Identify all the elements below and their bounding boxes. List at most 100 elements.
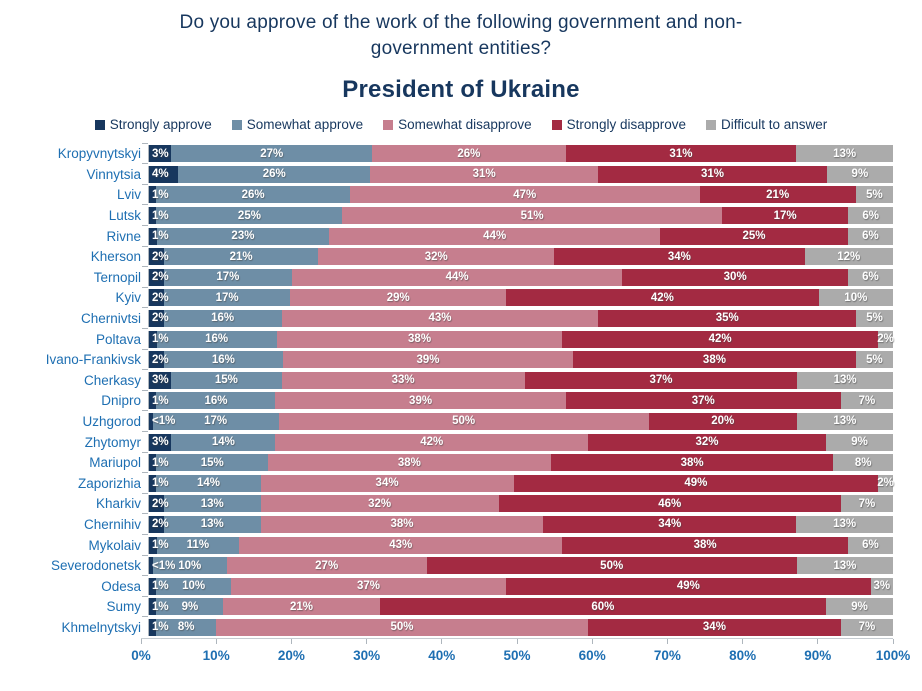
segment-label: 6% <box>862 539 879 552</box>
segment-label: 50% <box>452 415 476 428</box>
x-tick-mark <box>892 638 894 644</box>
chart-row: Ivano-Frankivsk 2% 16% 39% 38% 5% <box>0 348 922 370</box>
chart-row: Khmelnytskyi 1% 8% 50% 34% 7% <box>0 616 922 638</box>
chart-row: Uzhgorod <1% 17% 50% 20% 13% <box>0 410 922 432</box>
bar-segment-difficult-to-answer: 9% <box>826 598 893 616</box>
segment-label: 1% <box>152 188 169 201</box>
legend-swatch <box>706 119 716 130</box>
segment-label: 34% <box>375 477 399 490</box>
segment-label: 10% <box>178 559 202 572</box>
x-tick-mark <box>591 638 593 644</box>
segment-label: 1% <box>152 580 169 593</box>
legend-swatch <box>383 119 394 130</box>
row-label: Kharkiv <box>95 496 141 512</box>
bar-segment-somewhat-disapprove: 43% <box>281 309 599 327</box>
segment-label: 21% <box>229 250 253 263</box>
x-tick-label: 80% <box>729 647 757 663</box>
bar-segment-somewhat-disapprove: 39% <box>275 392 566 410</box>
segment-label: 43% <box>428 312 452 325</box>
x-axis: 0% 10% 20% 30% 40% 50% 60% 70% 80% 90% 100% <box>131 637 910 672</box>
bar: 4% 26% 31% 31% 9% <box>142 163 894 183</box>
segment-label: 38% <box>390 518 414 531</box>
segment-label: 15% <box>200 456 224 469</box>
bar-segment-strongly-disapprove: 20% <box>648 412 797 430</box>
row-label: Kropyvnytskyi <box>57 146 141 162</box>
bar-segment-strongly-disapprove: 34% <box>587 618 841 636</box>
bar-segment-difficult-to-answer: 5% <box>856 309 893 327</box>
page-title-line2: government entities? <box>370 38 552 60</box>
chart-row: Odesa 1% 10% 37% 49% 3% <box>0 575 922 597</box>
chart-row: Chernivtsi 2% 16% 43% 35% 5% <box>0 307 922 329</box>
segment-label: 5% <box>866 188 883 201</box>
bar-segment-strongly-approve: 3% <box>149 145 172 163</box>
chart-row: Cherkasy 3% 15% 33% 37% 13% <box>0 369 922 391</box>
x-tick-label: 10% <box>202 647 230 663</box>
segment-label: 14% <box>197 477 221 490</box>
x-tick-label: 0% <box>131 647 151 663</box>
bar-segment-somewhat-disapprove: 32% <box>318 248 555 266</box>
segment-label: 8% <box>177 621 195 634</box>
segment-label: 1% <box>152 477 169 490</box>
segment-label: 13% <box>833 518 857 531</box>
bar-segment-strongly-disapprove: 42% <box>562 330 878 348</box>
bar-segment-strongly-approve: 2% <box>149 495 169 513</box>
x-tick-label: 30% <box>353 647 381 663</box>
bar-segment-strongly-approve: 2% <box>149 248 169 266</box>
row-label: Chernivtsi <box>80 310 141 326</box>
row-label: Uzhgorod <box>82 413 141 429</box>
segment-label: 7% <box>858 621 876 634</box>
segment-label: 4% <box>152 168 169 181</box>
segment-label: 37% <box>356 580 380 593</box>
row-label: Severodonetsk <box>50 558 141 574</box>
bar: 2% 21% 32% 34% 12% <box>142 245 893 266</box>
bar-segment-somewhat-disapprove: 51% <box>342 207 722 225</box>
legend-label: Difficult to answer <box>721 117 828 133</box>
bar-segment-somewhat-disapprove: 26% <box>372 145 566 163</box>
bar-segment-strongly-disapprove: 38% <box>573 351 856 369</box>
segment-label: 15% <box>214 374 238 387</box>
segment-label: 2% <box>877 333 894 346</box>
segment-label: 1% <box>152 209 169 222</box>
segment-label: 38% <box>702 353 726 366</box>
segment-label: 47% <box>513 188 537 201</box>
segment-label: 2% <box>152 271 169 284</box>
bar-segment-somewhat-approve: 16% <box>156 330 277 348</box>
bar-segment-somewhat-approve: 26% <box>178 165 370 183</box>
segment-label: 3% <box>873 580 891 593</box>
bar-segment-somewhat-approve: 23% <box>156 227 330 245</box>
segment-label: 46% <box>658 497 682 510</box>
segment-label: 33% <box>391 374 415 387</box>
bar-segment-somewhat-approve: 9% <box>156 598 224 616</box>
bar: 1% 10% 37% 49% 3% <box>142 575 893 595</box>
bar-segment-somewhat-disapprove: 38% <box>268 454 551 472</box>
chart-row: Kharkiv 2% 13% 32% 46% 7% <box>0 492 922 515</box>
bar-segment-somewhat-disapprove: 29% <box>290 289 507 307</box>
bar: 1% 25% 51% 17% 6% <box>142 204 893 225</box>
page-title: Do you approve of the work of the follow… <box>0 10 922 62</box>
legend-item-strongly-disapprove: Strongly disapprove <box>551 117 686 132</box>
x-tick-mark <box>441 638 443 644</box>
bar: 3% 15% 33% 37% 13% <box>142 369 893 389</box>
segment-label: 49% <box>684 477 708 490</box>
legend-item-somewhat-disapprove: Somewhat disapprove <box>383 117 532 132</box>
segment-label: 31% <box>701 168 725 181</box>
segment-label: 27% <box>315 559 339 572</box>
bar-segment-strongly-disapprove: 34% <box>554 248 805 266</box>
segment-label: 31% <box>472 168 496 181</box>
bar-segment-somewhat-disapprove: 44% <box>291 268 623 286</box>
row-label: Cherkasy <box>83 372 141 388</box>
segment-label: 2% <box>152 497 169 510</box>
bar-segment-somewhat-disapprove: 47% <box>349 186 700 204</box>
bar: 2% 16% 39% 38% 5% <box>142 348 893 369</box>
segment-label: 3% <box>152 374 169 387</box>
legend-label: Strongly approve <box>109 117 212 133</box>
bar-segment-somewhat-disapprove: 42% <box>275 433 588 451</box>
bar-segment-strongly-disapprove: 21% <box>699 186 856 204</box>
x-tick-mark <box>666 638 668 644</box>
row-label: Sumy <box>106 599 141 615</box>
x-tick-mark <box>516 638 518 644</box>
chart-row: Rivne 1% 23% 44% 25% 6% <box>0 225 922 247</box>
row-label: Rivne <box>106 228 141 244</box>
bar: 1% 9% 21% 60% 9% <box>142 595 893 616</box>
bar-segment-strongly-approve: 1% <box>149 598 169 616</box>
